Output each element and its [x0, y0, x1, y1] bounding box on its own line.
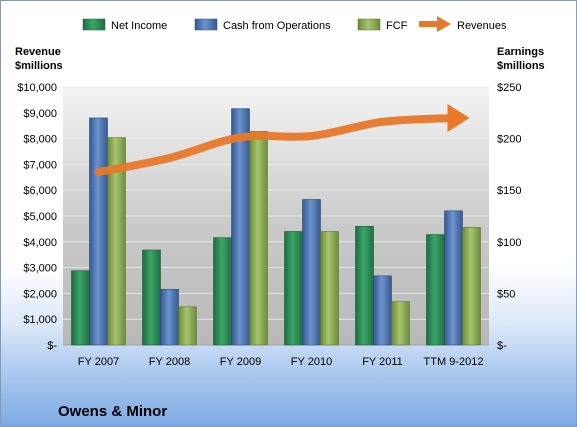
- legend: Net Income Cash from Operations FCF Reve…: [82, 16, 507, 32]
- x-axis-tick-label: FY 2009: [220, 356, 261, 368]
- revenues-arrowhead: [447, 103, 470, 132]
- company-name: Owens & Minor: [58, 403, 167, 420]
- x-axis-tick-label: FY 2007: [78, 356, 119, 368]
- fcf-bar: [320, 231, 339, 346]
- revenue-line: [94, 103, 470, 177]
- net-income-bar: [284, 231, 303, 346]
- net-income-bar: [426, 234, 445, 346]
- revenues-line-path: [94, 113, 458, 177]
- right-axis-ticks: $- $50 $100 $150 $200 $250: [497, 82, 521, 352]
- left-axis-tick-label: $7,000: [23, 159, 57, 171]
- left-axis-title-line2: $millions: [15, 60, 63, 72]
- legend-swatch-revenues: [419, 16, 451, 32]
- right-axis-title-line2: $millions: [497, 60, 545, 72]
- x-axis-labels: FY 2007 FY 2008 FY 2009 FY 2010 FY 2011 TTM 9…: [78, 356, 484, 368]
- fcf-bar: [107, 137, 126, 346]
- right-axis-tick-label: $150: [497, 185, 521, 197]
- legend-label-fcf: FCF: [386, 20, 408, 32]
- net-income-bar: [213, 237, 232, 346]
- legend-label-revenues: Revenues: [457, 20, 507, 32]
- x-axis-tick-label: FY 2011: [362, 356, 403, 368]
- right-axis-tick-label: $250: [497, 82, 521, 94]
- right-axis-tick-label: $50: [497, 288, 515, 300]
- legend-label-net-income: Net Income: [111, 20, 167, 32]
- bars: [71, 108, 481, 346]
- left-axis-tick-label: $10,000: [17, 82, 57, 94]
- cash-from-operations-bar: [89, 117, 108, 346]
- net-income-bar: [142, 249, 161, 346]
- right-axis-tick-label: $100: [497, 237, 521, 249]
- fcf-bar: [391, 301, 410, 346]
- legend-swatch-fcf: [357, 18, 381, 31]
- cash-from-operations-bar: [373, 275, 392, 346]
- cash-from-operations-bar: [231, 108, 250, 346]
- left-axis-tick-label: $6,000: [23, 185, 57, 197]
- right-axis-tick-label: $200: [497, 134, 521, 146]
- legend-label-cash-from-operations: Cash from Operations: [223, 20, 331, 32]
- x-axis-tick-label: TTM 9-2012: [424, 356, 484, 368]
- cash-from-operations-bar: [302, 199, 321, 346]
- legend-swatch-cash-from-operations: [194, 18, 218, 31]
- left-axis-tick-label: $1,000: [23, 314, 57, 326]
- fcf-bar: [178, 306, 197, 346]
- x-axis-tick-label: FY 2010: [291, 356, 332, 368]
- left-axis-ticks: $- $1,000 $2,000 $3,000 $4,000 $5,000 $6,000 $7…: [17, 82, 57, 352]
- left-axis-tick-label: $3,000: [23, 263, 57, 275]
- left-axis-tick-label: $-: [47, 340, 57, 352]
- left-axis-tick-label: $2,000: [23, 288, 57, 300]
- legend-swatch-net-income: [82, 18, 106, 31]
- left-axis-title-line1: Revenue: [15, 46, 61, 58]
- net-income-bar: [71, 270, 90, 346]
- fcf-bar: [462, 227, 481, 346]
- right-axis-tick-label: $-: [497, 340, 507, 352]
- left-axis-tick-label: $8,000: [23, 134, 57, 146]
- cash-from-operations-bar: [444, 210, 463, 346]
- left-axis-tick-label: $4,000: [23, 237, 57, 249]
- x-axis-tick-label: FY 2008: [149, 356, 190, 368]
- right-axis-title-line1: Earnings: [497, 46, 544, 58]
- fcf-bar: [249, 131, 268, 346]
- cash-from-operations-bar: [160, 288, 179, 346]
- left-axis-tick-label: $9,000: [23, 108, 57, 120]
- net-income-bar: [355, 226, 374, 346]
- left-axis-tick-label: $5,000: [23, 211, 57, 223]
